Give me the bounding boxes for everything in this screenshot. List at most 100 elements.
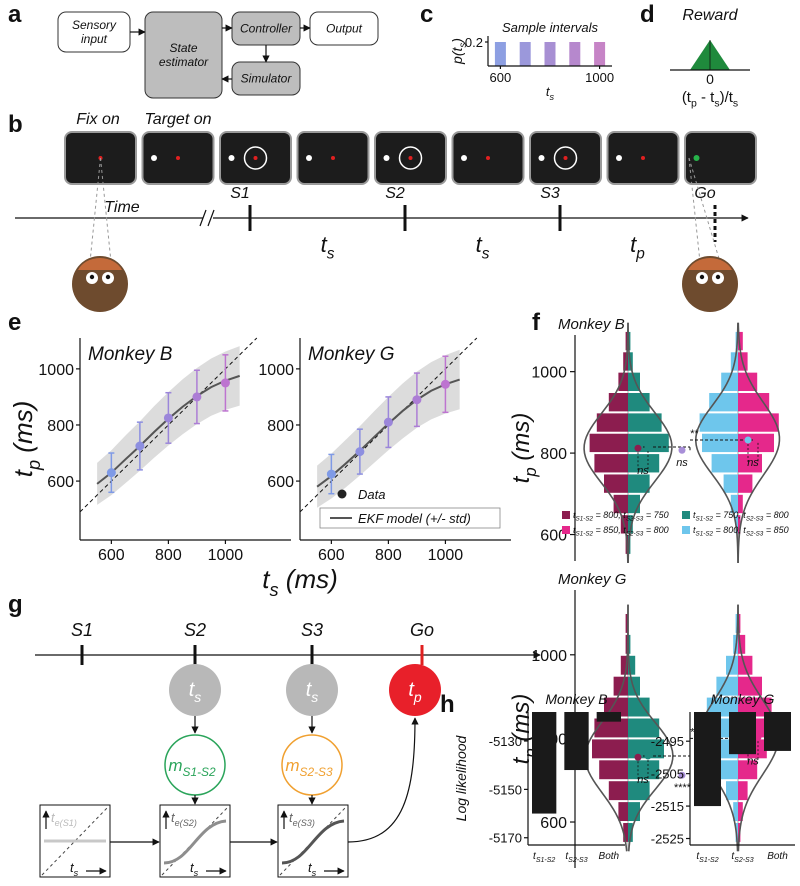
fixation-point (641, 156, 645, 160)
text-part: ) (449, 38, 465, 45)
annotation: ns (676, 457, 688, 469)
node-box (144, 11, 223, 99)
node-label: Output (326, 22, 363, 36)
text-part: t (171, 810, 176, 825)
fit-curve (627, 322, 673, 564)
y-axis-label: Log likelihood (453, 734, 469, 821)
y-tick-label: -5170 (489, 831, 522, 846)
hist-bar (738, 515, 741, 534)
text-part: t (70, 860, 75, 875)
hist-bar (730, 494, 738, 514)
chart-title: Monkey G (308, 344, 395, 365)
x-tick-label: tS2-S3 (565, 851, 587, 864)
text-part: (ms) (279, 564, 338, 594)
identity-line (299, 337, 478, 513)
fixation-point (176, 156, 180, 160)
bar (544, 42, 556, 66)
hist-bar (716, 760, 738, 780)
text-part: t (693, 510, 696, 520)
text-part: S2-S3 (300, 765, 333, 779)
target (616, 155, 622, 161)
x-tick-label: Both (767, 851, 788, 862)
text-part: = 850 (763, 525, 788, 535)
label: Go (410, 620, 434, 640)
text-part: t (306, 679, 313, 701)
x-tick-label: tS1-S2 (533, 851, 555, 864)
bar (694, 712, 721, 807)
text-part: S2-S3 (626, 531, 644, 538)
chart-title: Monkey B (545, 691, 607, 707)
chart-title: Monkey G (558, 571, 627, 588)
y-tick-label: 600 (540, 528, 567, 545)
fixation-point (486, 156, 490, 160)
bar (569, 42, 581, 66)
break-mark (207, 209, 215, 227)
estimate-curve (163, 819, 227, 865)
y-tick-label: 600 (540, 815, 567, 832)
text-part: p (691, 98, 697, 110)
legend-dot (337, 489, 347, 499)
x-axis-label: (tp - ts)/ts (682, 89, 738, 110)
label: ts (476, 232, 490, 263)
mean-point (644, 752, 652, 760)
label: Time (104, 199, 140, 216)
panel-letter: g (8, 591, 23, 618)
ring (398, 146, 423, 170)
fixation-point (331, 156, 335, 160)
legend-label: tS1-S2 = 800, tS2-S3 = 850 (693, 525, 789, 538)
x-tick-label: 800 (375, 547, 402, 564)
text-part: t (573, 510, 576, 520)
data-point (220, 378, 230, 388)
text-part: t (8, 468, 38, 477)
x-tick-label: Both (599, 851, 620, 862)
bar (729, 712, 756, 755)
hist-bar (628, 802, 640, 822)
hist-bar (628, 739, 664, 759)
text-part: t (533, 851, 537, 862)
text-part: p (413, 689, 422, 705)
hist-bar (709, 393, 738, 412)
panel-letter: a (8, 1, 22, 28)
hist-bar (628, 718, 660, 738)
legend-swatch (562, 511, 570, 519)
text-part: S2-S3 (746, 516, 764, 523)
text-part: t (565, 851, 569, 862)
fixation-point (408, 156, 413, 160)
legend-label: EKF model (+/- std) (358, 511, 471, 526)
data-point (106, 468, 116, 478)
mean-point (644, 443, 652, 451)
hist-bar (628, 454, 660, 473)
x-axis-label: ts (ms) (262, 564, 338, 600)
hist-bar (738, 802, 743, 822)
y-tick-label: -2525 (651, 832, 684, 847)
node (286, 664, 338, 716)
y-tick-label: 600 (47, 474, 74, 491)
hist-bar (738, 393, 770, 412)
text-part: s (312, 868, 317, 878)
text-part: t (51, 810, 56, 825)
text-part: (t (682, 89, 692, 106)
hist-bar (738, 697, 772, 717)
mean-point (754, 733, 762, 741)
mean-point (754, 435, 762, 443)
hist-bar (628, 413, 662, 432)
label: S3 (301, 620, 323, 640)
hist-bar (726, 781, 738, 801)
data-point (192, 392, 202, 402)
data-point (440, 379, 450, 389)
text-part: s (733, 98, 738, 110)
label: S3 (540, 185, 560, 202)
hist-bar (716, 676, 738, 696)
hist-bar (592, 739, 628, 759)
text-part: t (289, 810, 294, 825)
annotation: ** (690, 428, 699, 440)
legend-label: tS1-S2 = 750, tS2-S3 = 800 (693, 510, 789, 523)
y-axis-label: tp (ms) (508, 694, 540, 765)
y-tick-label: 1000 (531, 365, 567, 382)
panel-letter: e (8, 309, 21, 336)
mean-point (634, 753, 642, 761)
text-part: t (308, 860, 313, 875)
y-tick-label: -2505 (651, 767, 684, 782)
data-point (135, 441, 145, 451)
text-part: s (74, 868, 79, 878)
